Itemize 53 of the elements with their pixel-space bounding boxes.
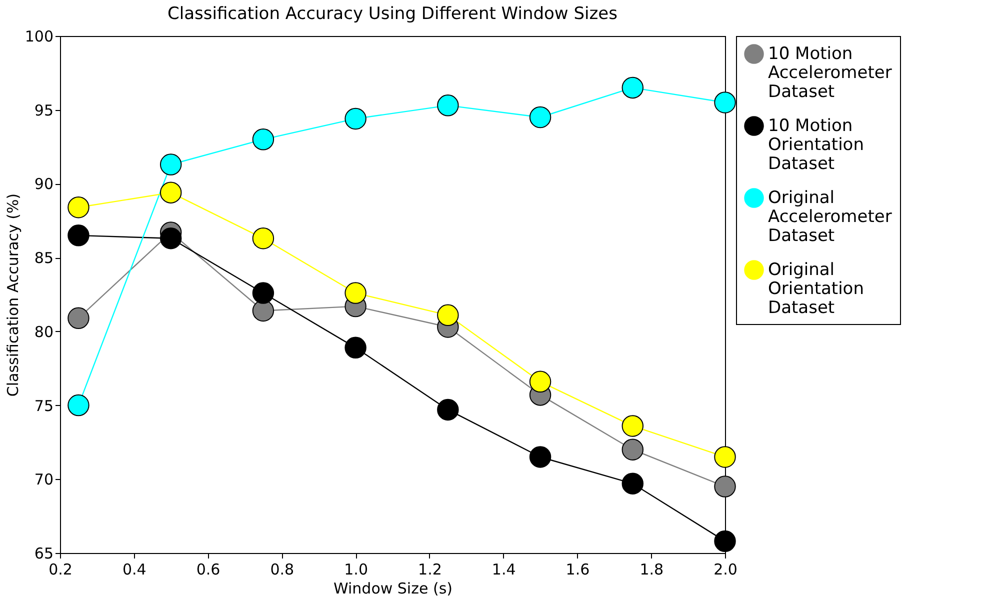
point	[437, 398, 459, 421]
point	[714, 446, 736, 468]
point	[252, 282, 274, 304]
y-axis-title: Classification Accuracy (%)	[4, 193, 22, 397]
point	[344, 108, 366, 130]
point	[714, 530, 736, 552]
x-tick-label: 0.4	[122, 560, 146, 578]
x-tick-label: 1.2	[418, 560, 442, 578]
point	[529, 446, 552, 468]
x-tick-label: 1.6	[566, 560, 590, 578]
x-axis-title: Window Size (s)	[334, 580, 452, 598]
point	[622, 438, 644, 460]
point	[252, 300, 274, 322]
point	[622, 76, 644, 99]
point	[529, 370, 552, 392]
x-tick-label: 1.4	[492, 560, 516, 578]
y-tick-label: 95	[34, 101, 54, 120]
point	[252, 228, 274, 250]
y-tick-label: 65	[34, 544, 54, 562]
point	[714, 476, 736, 498]
point	[437, 94, 459, 116]
legend-label: Original Orientation Dataset	[768, 260, 864, 318]
x-tick-label: 0.8	[270, 560, 294, 578]
point	[252, 128, 274, 150]
point	[344, 336, 366, 359]
y-tick-label: 75	[34, 396, 54, 415]
y-tick-label: 70	[34, 470, 54, 489]
point	[529, 106, 552, 128]
point	[714, 92, 736, 114]
x-tick-label: 0.6	[196, 560, 220, 578]
point	[344, 282, 366, 304]
legend-label: 10 Motion Accelerometer Dataset	[768, 44, 892, 102]
y-tick-label: 80	[34, 322, 54, 341]
point	[68, 394, 90, 416]
point	[68, 307, 90, 329]
legend-label: 10 Motion Orientation Dataset	[768, 116, 864, 174]
point	[622, 472, 644, 494]
point	[160, 154, 182, 176]
y-tick-label: 85	[34, 249, 54, 268]
point	[68, 196, 90, 218]
y-tick-label: 100	[24, 28, 54, 46]
x-tick-label: 2.0	[714, 560, 738, 578]
y-tick-label: 90	[34, 175, 54, 194]
x-tick-label: 0.2	[48, 560, 72, 578]
point	[437, 304, 459, 326]
legend-label: Original Accelerometer Dataset	[768, 188, 892, 246]
x-tick-label: 1.8	[640, 560, 664, 578]
x-tick-label: 1.0	[344, 560, 368, 578]
point	[622, 415, 644, 437]
point	[160, 228, 182, 250]
point	[68, 224, 90, 246]
chart-title: Classification Accuracy Using Different Window Sizes	[168, 4, 618, 24]
point	[160, 182, 182, 204]
